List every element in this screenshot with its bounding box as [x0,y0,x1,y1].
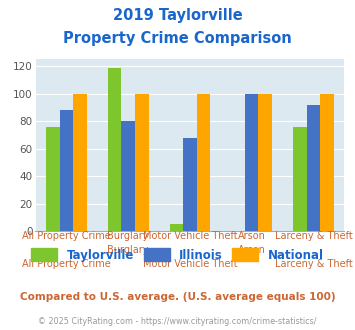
Bar [197,94,210,231]
Bar [245,94,258,231]
Bar [108,68,121,231]
Bar [135,94,148,231]
Text: Motor Vehicle Theft: Motor Vehicle Theft [143,231,237,241]
Text: Compared to U.S. average. (U.S. average equals 100): Compared to U.S. average. (U.S. average … [20,292,335,302]
Text: 2019 Taylorville: 2019 Taylorville [113,8,242,23]
Text: Larceny & Theft: Larceny & Theft [274,231,353,241]
Bar [60,110,73,231]
Text: Arson: Arson [238,231,266,241]
Bar [121,121,135,231]
Legend: Taylorville, Illinois, National: Taylorville, Illinois, National [27,244,328,266]
Bar [320,94,334,231]
Bar [73,94,87,231]
Bar [307,105,320,231]
Bar [46,127,60,231]
Bar [170,224,183,231]
Text: Property Crime Comparison: Property Crime Comparison [63,31,292,46]
Text: Burglary: Burglary [108,245,149,255]
Text: All Property Crime: All Property Crime [22,231,111,241]
Bar [293,127,307,231]
Text: All Property Crime: All Property Crime [22,259,111,269]
Text: Larceny & Theft: Larceny & Theft [274,259,353,269]
Text: Motor Vehicle Theft: Motor Vehicle Theft [143,259,237,269]
Bar [258,94,272,231]
Text: © 2025 CityRating.com - https://www.cityrating.com/crime-statistics/: © 2025 CityRating.com - https://www.city… [38,317,317,326]
Text: Burglary: Burglary [108,231,149,241]
Bar [183,138,197,231]
Text: Arson: Arson [238,245,266,255]
